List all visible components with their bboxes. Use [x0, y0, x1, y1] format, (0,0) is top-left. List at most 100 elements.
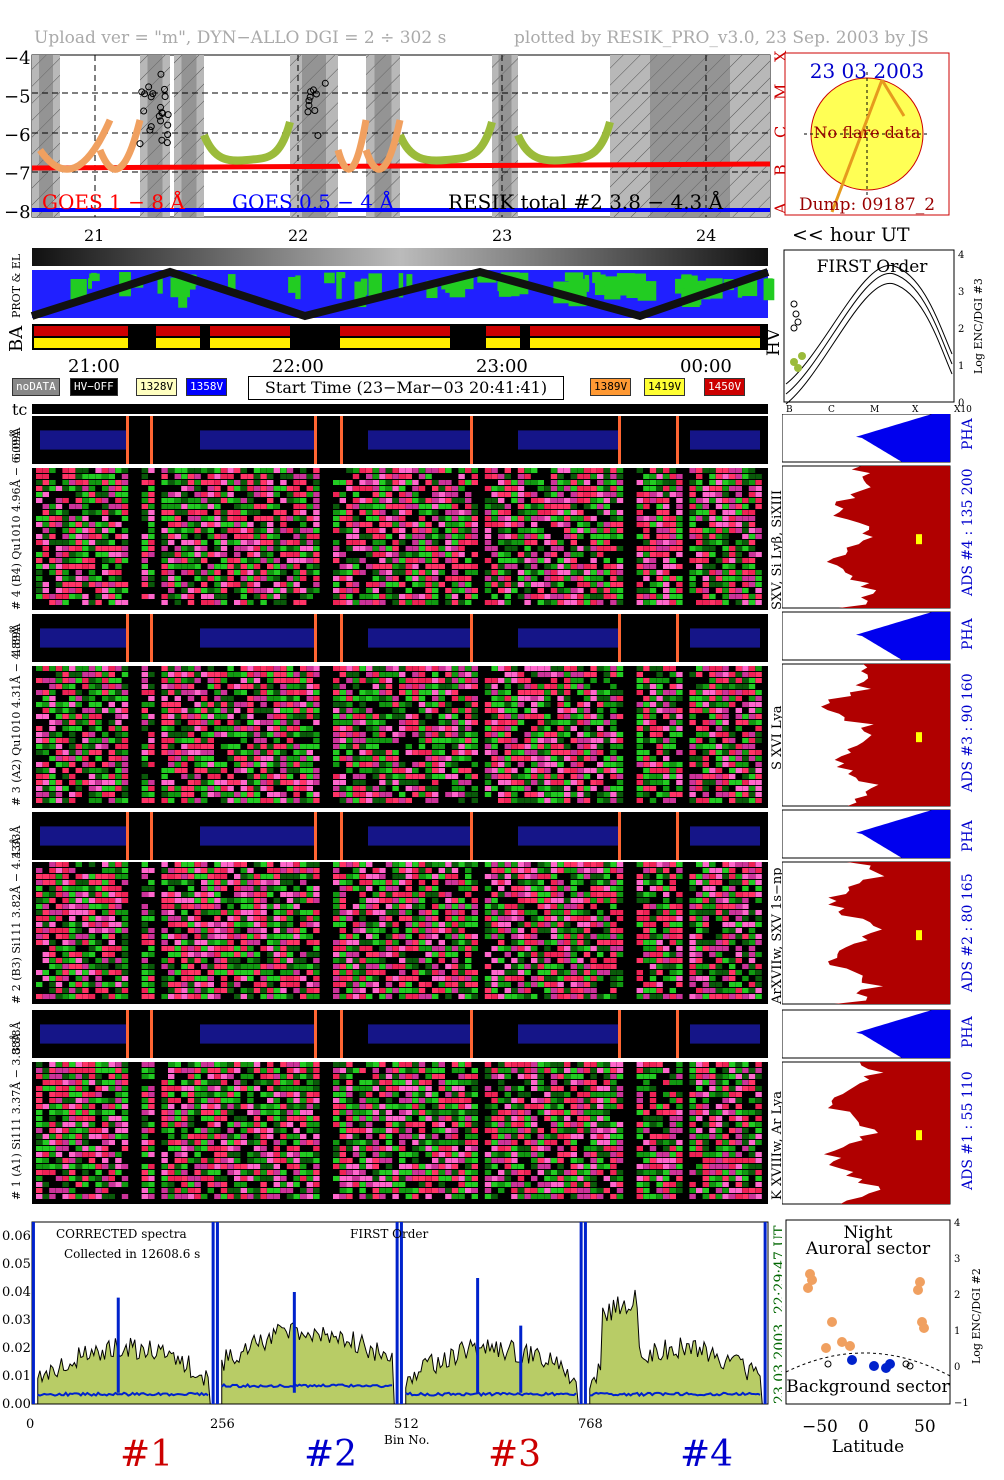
spectrogram-cell: [498, 564, 504, 569]
spectrogram-cell: [175, 756, 181, 761]
spectrogram-cell: [181, 594, 187, 599]
spectrogram-cell: [386, 880, 392, 885]
spectrogram-cell: [491, 702, 497, 707]
spectrogram-cell: [161, 678, 167, 683]
spectrogram-cell: [637, 792, 643, 797]
spectrogram-cell: [432, 552, 438, 557]
spectrogram-cell: [280, 564, 286, 569]
first-order-y-tick: 2: [958, 324, 964, 335]
particle-patch: [91, 273, 97, 279]
spectrogram-cell: [716, 486, 722, 491]
spectrogram-cell: [597, 738, 603, 743]
spectrogram-cell: [300, 534, 306, 539]
spectrogram-cell: [729, 576, 735, 581]
spectrogram-cell: [419, 792, 425, 797]
spectrogram-cell: [241, 952, 247, 957]
spectrogram-cell: [188, 904, 194, 909]
spectrogram-cell: [181, 666, 187, 671]
spectrogram-cell: [260, 774, 266, 779]
spectrogram-cell: [604, 504, 610, 509]
spectrogram-cell: [749, 702, 755, 707]
spectrogram-cell: [689, 738, 695, 743]
spectrogram-cell: [590, 786, 596, 791]
spectrogram-cell: [76, 498, 82, 503]
spectrogram-cell: [511, 492, 517, 497]
spectrogram-cell: [491, 486, 497, 491]
spectrogram-cell: [518, 762, 524, 767]
spectrogram-cell: [577, 510, 583, 515]
spectrogram-cell: [62, 862, 68, 867]
spectrogram-cell: [76, 976, 82, 981]
spectrogram-cell: [274, 690, 280, 695]
spectrogram-cell: [676, 546, 682, 551]
spectrogram-cell: [670, 714, 676, 719]
spectrogram-cell: [194, 666, 200, 671]
spectrogram-cell: [227, 510, 233, 515]
header-plot-info: plotted by RESIK_PRO_v3.0, 23 Sep. 2003 …: [514, 28, 929, 48]
spectrogram-cell: [95, 468, 101, 473]
spectrogram-cell: [551, 798, 557, 803]
spectrogram-cell: [366, 756, 372, 761]
spectrogram-cell: [247, 774, 253, 779]
spectrogram-cell: [399, 732, 405, 737]
spectrogram-cell: [115, 744, 121, 749]
spectrogram-cell: [703, 780, 709, 785]
spectrogram-cell: [340, 982, 346, 987]
spectrogram-cell: [234, 750, 240, 755]
spectrogram-cell: [373, 970, 379, 975]
spectrogram-cell: [366, 600, 372, 605]
spectrogram-cell: [696, 552, 702, 557]
spectrogram-cell: [379, 774, 385, 779]
spectrogram-cell: [485, 516, 491, 521]
spectrogram-cell: [689, 690, 695, 695]
pha-band: [200, 826, 316, 845]
spectrogram-cell: [696, 738, 702, 743]
spectrogram-cell: [168, 468, 174, 473]
spectrogram-cell: [307, 916, 313, 921]
spectrogram-cell: [109, 928, 115, 933]
spectrogram-cell: [749, 798, 755, 803]
spectrogram-cell: [736, 474, 742, 479]
spectrogram-cell: [498, 726, 504, 731]
spectrogram-cell: [280, 522, 286, 527]
spectrogram-cell: [293, 892, 299, 897]
spectrogram-cell: [643, 516, 649, 521]
spectrogram-cell: [280, 684, 286, 689]
spectrogram-cell: [491, 498, 497, 503]
spectrogram-cell: [392, 576, 398, 581]
spectrogram-cell: [617, 780, 623, 785]
spectrogram-cell: [445, 492, 451, 497]
spectrogram-cell: [538, 696, 544, 701]
spectrogram-cell: [557, 738, 563, 743]
spectrogram-cell: [221, 910, 227, 915]
spectrogram-cell: [564, 498, 570, 503]
spectrogram-cell: [425, 540, 431, 545]
spectrogram-cell: [181, 588, 187, 593]
spectrogram-cell: [742, 528, 748, 533]
spectrogram-cell: [36, 732, 42, 737]
spectrogram-cell: [722, 774, 728, 779]
spectrogram-cell: [439, 480, 445, 485]
spectrogram-cell: [346, 696, 352, 701]
spectrogram-cell: [43, 780, 49, 785]
spectrogram-cell: [366, 498, 372, 503]
spectrogram-cell: [208, 792, 214, 797]
spectrogram-cell: [95, 970, 101, 975]
spectrogram-cell: [373, 696, 379, 701]
spectrogram-cell: [749, 594, 755, 599]
spectrogram-cell: [175, 916, 181, 921]
spectrogram-cell: [742, 546, 748, 551]
spectrogram-cell: [300, 750, 306, 755]
spectrogram-cell: [208, 780, 214, 785]
spectrogram-cell: [56, 916, 62, 921]
spectrogram-cell: [56, 958, 62, 963]
spectrogram-cell: [62, 588, 68, 593]
spectrogram-cell: [76, 702, 82, 707]
spectrogram-cell: [188, 720, 194, 725]
spectrogram-cell: [366, 910, 372, 915]
spectrogram-cell: [373, 768, 379, 773]
spectrogram-cell: [214, 940, 220, 945]
spectrogram-cell: [142, 934, 148, 939]
spectrogram-cell: [148, 516, 154, 521]
spectrogram-cell: [274, 738, 280, 743]
